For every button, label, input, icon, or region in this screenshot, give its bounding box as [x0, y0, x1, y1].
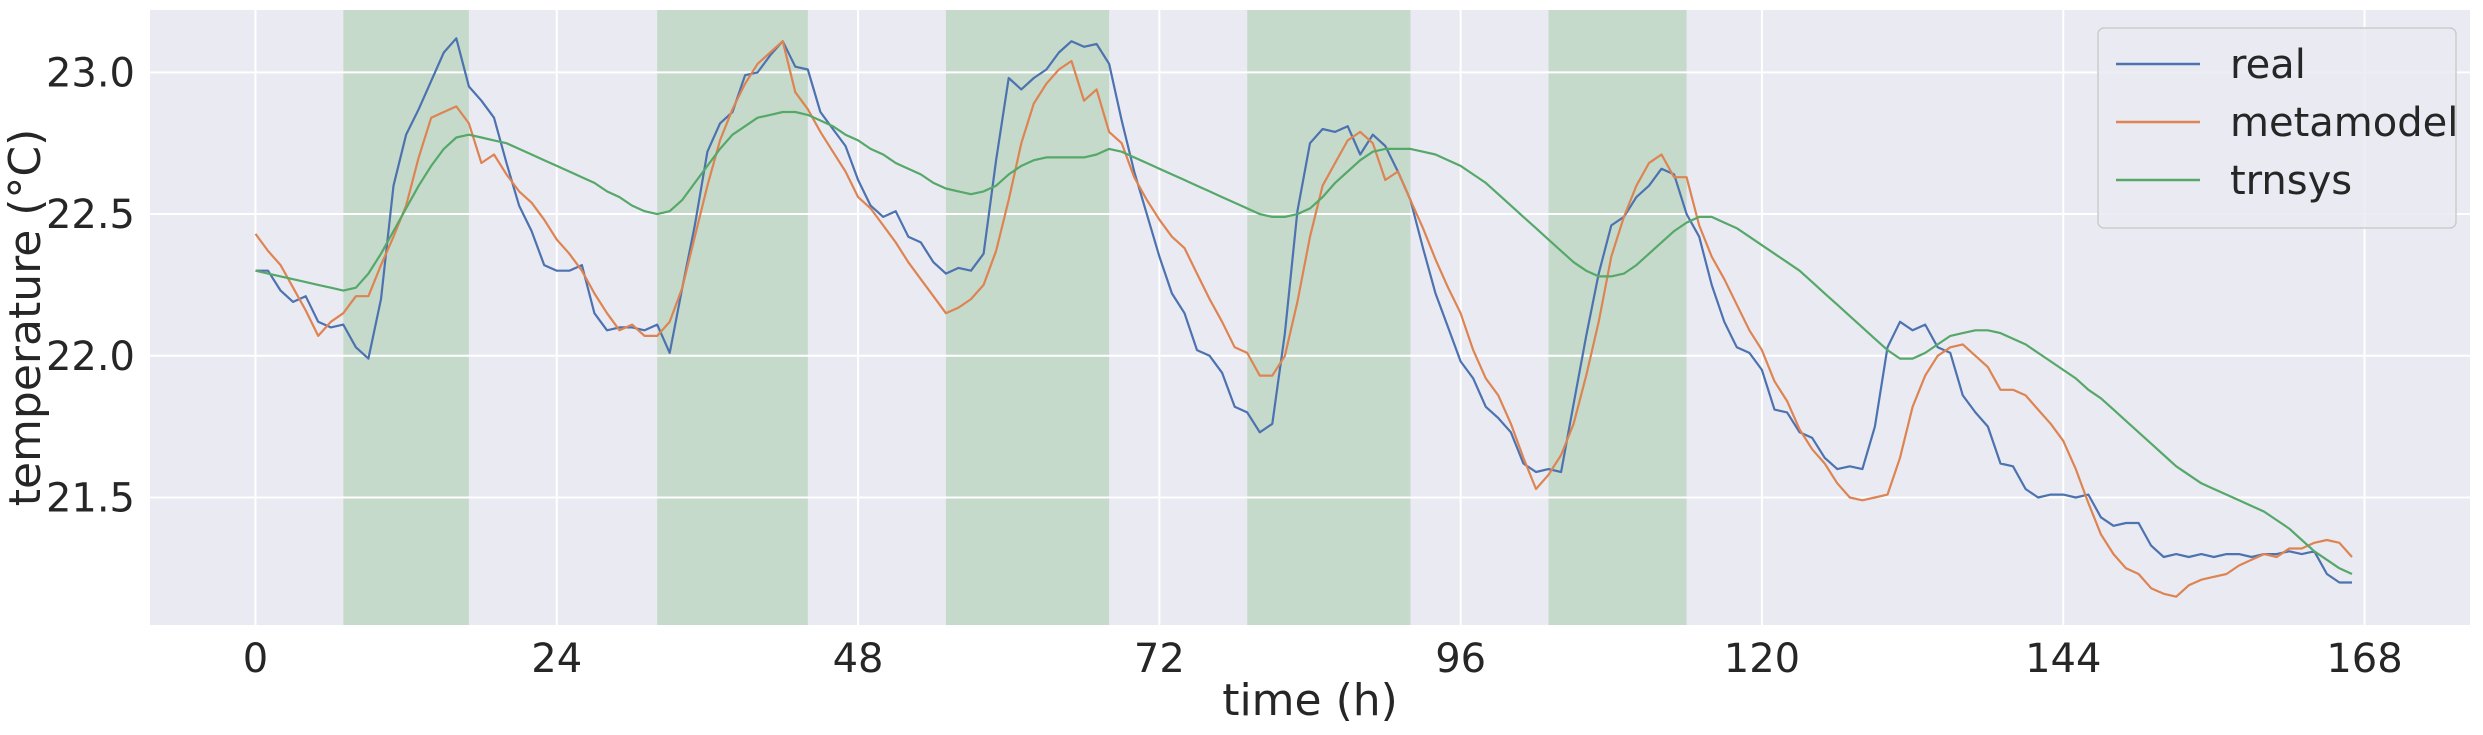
series-line-trnsys	[255, 110, 2353, 576]
series-line-real	[255, 37, 2352, 584]
y-tick-label: 21.5	[46, 475, 135, 521]
legend-label: trnsys	[2230, 158, 2352, 204]
y-tick-label: 23.0	[46, 50, 135, 96]
shaded-interval	[1548, 10, 1687, 625]
series-line-metamodel	[254, 40, 2353, 598]
shaded-interval	[657, 10, 808, 625]
x-tick-label: 168	[2326, 636, 2402, 682]
x-tick-label: 96	[1435, 636, 1486, 682]
legend: real metamodel trnsys	[2097, 27, 2458, 229]
shaded-interval	[945, 10, 1110, 625]
x-tick-label: 24	[531, 636, 582, 682]
x-axis-label: time (h)	[1222, 675, 1398, 726]
legend-label: metamodel	[2230, 100, 2458, 146]
y-tick-label: 22.5	[46, 192, 135, 238]
x-tick-label: 120	[1724, 636, 1800, 682]
shaded-interval	[343, 10, 469, 625]
x-tick-label: 0	[243, 636, 268, 682]
x-tick-label: 48	[833, 636, 884, 682]
y-tick-label: 22.0	[46, 334, 135, 380]
x-tick-label: 72	[1134, 636, 1185, 682]
y-axis-label: temperature (°C)	[0, 129, 51, 507]
legend-box	[2097, 27, 2457, 229]
legend-label: real	[2230, 42, 2306, 88]
x-tick-label: 144	[2025, 636, 2101, 682]
shaded-interval	[1247, 10, 1411, 625]
